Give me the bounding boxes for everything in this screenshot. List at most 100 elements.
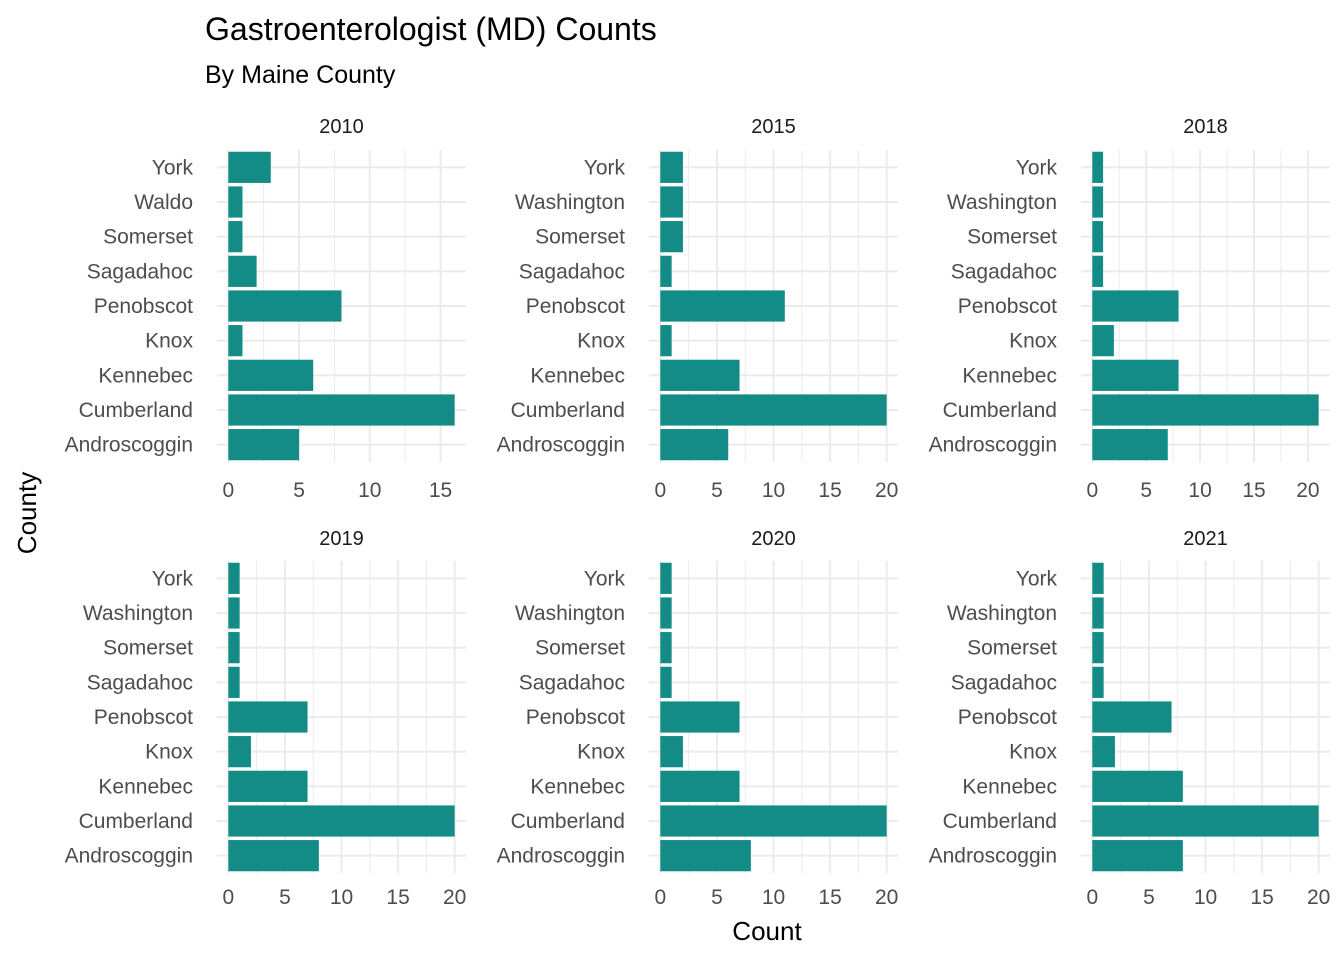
bar bbox=[228, 290, 342, 322]
county-label: Androscoggin bbox=[929, 434, 1057, 457]
bar bbox=[228, 597, 240, 629]
x-tick-label: 15 bbox=[818, 479, 841, 502]
bar bbox=[228, 562, 240, 594]
x-tick-label: 15 bbox=[386, 886, 409, 909]
bar bbox=[660, 736, 683, 768]
county-label: Cumberland bbox=[511, 810, 625, 833]
facet-panel: 2015 0 5 10 15 20 York Washington Somerset Sagada… bbox=[497, 116, 899, 502]
bar bbox=[660, 666, 672, 698]
bar bbox=[660, 597, 672, 629]
county-label: Knox bbox=[1009, 330, 1057, 353]
county-label: Sagadahoc bbox=[519, 260, 625, 283]
x-tick-label: 20 bbox=[875, 886, 898, 909]
x-tick-label: 0 bbox=[1086, 479, 1098, 502]
bar bbox=[1092, 562, 1104, 594]
bar bbox=[1092, 359, 1179, 391]
bar bbox=[1092, 325, 1114, 357]
county-label: Knox bbox=[577, 741, 625, 764]
bar bbox=[228, 805, 455, 837]
bar bbox=[228, 701, 308, 733]
facet-strip-label: 2015 bbox=[751, 116, 796, 138]
county-label: Sagadahoc bbox=[951, 260, 1057, 283]
bar bbox=[1092, 290, 1179, 322]
county-label: Washington bbox=[83, 602, 193, 625]
facet-panel: 2021 0 5 10 15 20 York Washington Somerset Sagada… bbox=[929, 528, 1331, 909]
x-tick-label: 10 bbox=[358, 479, 381, 502]
x-tick-label: 20 bbox=[875, 479, 898, 502]
bar bbox=[228, 394, 455, 426]
county-label: Cumberland bbox=[943, 399, 1057, 422]
x-tick-label: 10 bbox=[1188, 479, 1211, 502]
bar bbox=[228, 770, 308, 802]
bar bbox=[1092, 805, 1319, 837]
bar bbox=[660, 632, 672, 664]
county-label: Cumberland bbox=[79, 399, 193, 422]
x-tick-label: 10 bbox=[762, 479, 785, 502]
x-tick-label: 0 bbox=[654, 479, 666, 502]
bar bbox=[660, 221, 683, 253]
x-tick-label: 5 bbox=[711, 886, 723, 909]
bar bbox=[1092, 736, 1115, 768]
county-label: Kennebec bbox=[530, 775, 625, 798]
x-tick-label: 0 bbox=[222, 886, 234, 909]
x-tick-label: 10 bbox=[762, 886, 785, 909]
x-tick-label: 5 bbox=[711, 479, 723, 502]
bar bbox=[660, 186, 683, 218]
county-label: Knox bbox=[577, 330, 625, 353]
x-tick-label: 5 bbox=[1140, 479, 1152, 502]
bar bbox=[228, 429, 300, 461]
county-label: Kennebec bbox=[98, 775, 193, 798]
county-label: Sagadahoc bbox=[87, 671, 193, 694]
facet-panel: 2018 0 5 10 15 20 York Washington Somerset Sagada… bbox=[929, 116, 1330, 502]
bar bbox=[660, 325, 672, 357]
facet-strip-label: 2021 bbox=[1183, 528, 1228, 550]
facet-strip-label: 2020 bbox=[751, 528, 796, 550]
county-label: Washington bbox=[947, 191, 1057, 214]
x-tick-label: 0 bbox=[222, 479, 234, 502]
bar bbox=[660, 151, 683, 183]
x-tick-label: 5 bbox=[293, 479, 305, 502]
county-label: Kennebec bbox=[962, 364, 1057, 387]
bar bbox=[228, 359, 314, 391]
bar bbox=[1092, 429, 1168, 461]
county-label: York bbox=[152, 567, 194, 590]
bar bbox=[228, 736, 251, 768]
bar bbox=[1092, 221, 1104, 253]
bar bbox=[228, 325, 243, 357]
facet-panel: 2020 0 5 10 15 20 York Washington Somerset Sagada… bbox=[497, 528, 899, 909]
facet-panel: 2010 0 5 10 15 York Waldo Somerset Sagadahoc Peno… bbox=[65, 116, 466, 502]
county-label: Knox bbox=[1009, 741, 1057, 764]
bar bbox=[660, 770, 740, 802]
bar bbox=[228, 840, 319, 872]
bar bbox=[1092, 151, 1104, 183]
x-tick-label: 15 bbox=[818, 886, 841, 909]
x-tick-label: 15 bbox=[1250, 886, 1273, 909]
x-tick-label: 15 bbox=[429, 479, 452, 502]
county-label: Washington bbox=[515, 602, 625, 625]
bar bbox=[1092, 186, 1104, 218]
county-label: Sagadahoc bbox=[519, 671, 625, 694]
bar bbox=[228, 255, 257, 287]
county-label: Penobscot bbox=[94, 295, 193, 318]
chart-subtitle: By Maine County bbox=[205, 61, 396, 89]
county-label: Somerset bbox=[535, 637, 625, 660]
bar bbox=[1092, 394, 1319, 426]
county-label: Penobscot bbox=[94, 706, 193, 729]
county-label: Washington bbox=[947, 602, 1057, 625]
x-tick-label: 10 bbox=[1194, 886, 1217, 909]
county-label: Androscoggin bbox=[65, 434, 193, 457]
x-tick-label: 20 bbox=[1296, 479, 1319, 502]
county-label: Cumberland bbox=[79, 810, 193, 833]
bar bbox=[228, 666, 240, 698]
bar bbox=[660, 840, 751, 872]
chart-title: Gastroenterologist (MD) Counts bbox=[205, 11, 657, 47]
county-label: Androscoggin bbox=[497, 845, 625, 868]
facet-strip-label: 2010 bbox=[319, 116, 364, 138]
bar bbox=[660, 290, 785, 322]
county-label: Cumberland bbox=[511, 399, 625, 422]
county-label: Somerset bbox=[103, 226, 193, 249]
county-label: Cumberland bbox=[943, 810, 1057, 833]
facet-strip-label: 2019 bbox=[319, 528, 364, 550]
